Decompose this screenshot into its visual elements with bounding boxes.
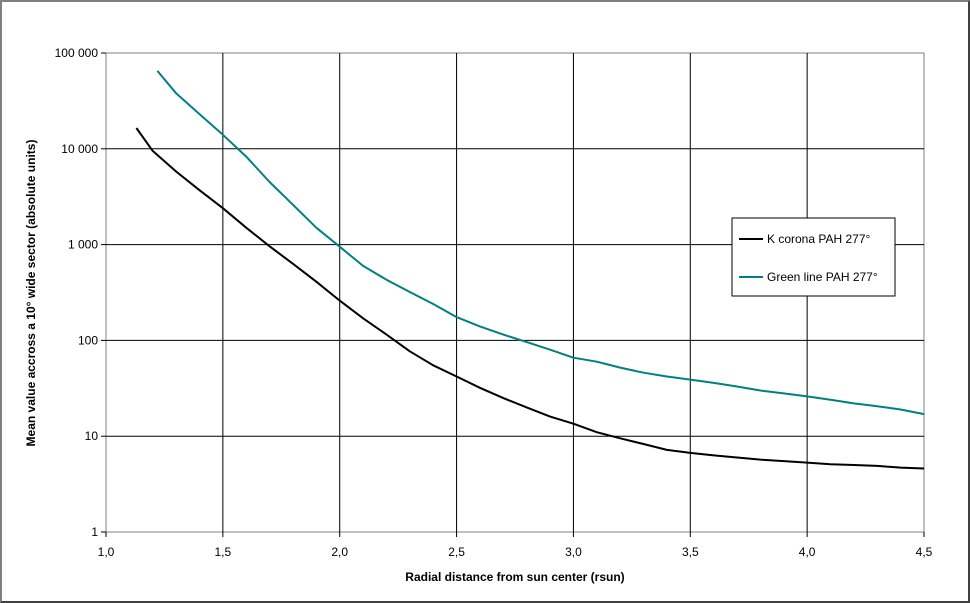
y-tick-label: 100 000: [55, 46, 99, 60]
legend-label-k-corona: K corona PAH 277°: [767, 232, 871, 246]
x-tick-label: 4,5: [916, 545, 933, 559]
x-tick-label: 3,5: [682, 545, 699, 559]
x-tick-label: 1,0: [98, 545, 115, 559]
y-tick-label: 10: [85, 429, 99, 443]
x-axis-label: Radial distance from sun center (rsun): [405, 570, 624, 584]
y-tick-label: 10 000: [61, 142, 98, 156]
y-axis-label: Mean value accross a 10° wide sector (ab…: [24, 140, 38, 447]
series-group: [135, 70, 925, 470]
legend-box: [731, 217, 896, 297]
y-tick-label: 1: [91, 525, 98, 539]
y-axis-ticks: 1 10 100 1 000 10 000 100 000: [55, 46, 106, 539]
x-tick-label: 1,5: [215, 545, 232, 559]
legend-label-green-line: Green line PAH 277°: [767, 270, 878, 284]
x-axis-ticks: 1,0 1,5 2,0 2,5 3,0 3,5 4,0 4,5: [98, 532, 933, 559]
y-tick-label: 100: [78, 333, 98, 347]
x-tick-label: 2,0: [331, 545, 348, 559]
series-line-1: [156, 70, 925, 416]
x-tick-label: 2,5: [448, 545, 465, 559]
gridlines: [106, 53, 924, 532]
legend: K corona PAH 277° Green line PAH 277°: [731, 217, 896, 297]
series-line-0: [135, 127, 925, 470]
x-tick-label: 3,0: [565, 545, 582, 559]
x-tick-label: 4,0: [799, 545, 816, 559]
y-tick-label: 1 000: [68, 238, 98, 252]
